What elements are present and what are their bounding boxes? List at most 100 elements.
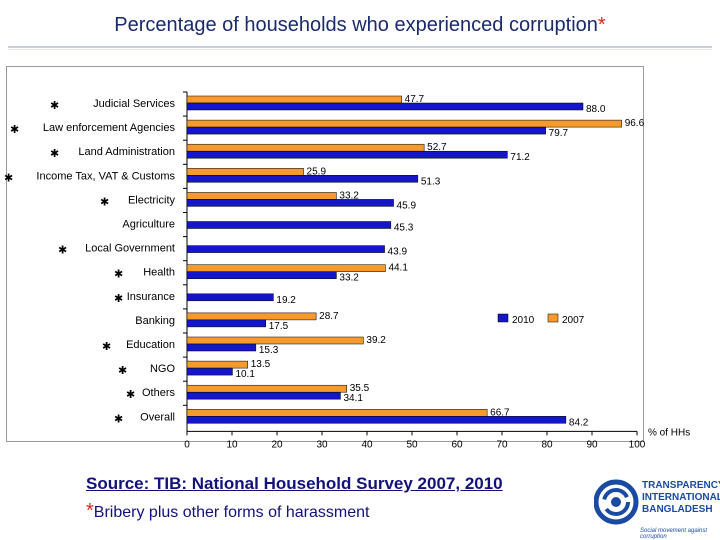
- x-tick-label: 90: [586, 439, 598, 450]
- data-label-2007: 35.5: [350, 383, 370, 394]
- bar-2010: [186, 150, 508, 159]
- bar-2007: [186, 95, 402, 104]
- bar-2010: [186, 391, 341, 400]
- x-tick-label: 100: [629, 439, 646, 450]
- asterisk-marker: ✱: [58, 245, 67, 257]
- title-asterisk: *: [597, 14, 606, 36]
- legend-swatch-2010: [497, 313, 509, 323]
- bar-2007: [186, 312, 317, 321]
- bar-2007: [186, 168, 304, 176]
- ti-logo-tagline: Social movement against corruption: [640, 528, 708, 540]
- category-label: Local Government: [85, 243, 175, 255]
- bar-2010: [186, 175, 419, 183]
- asterisk-marker: ✱: [114, 413, 123, 425]
- x-tick-label: 60: [451, 439, 463, 450]
- category-label: Insurance: [127, 291, 175, 303]
- asterisk-marker: ✱: [114, 293, 123, 305]
- bar-2010: [186, 126, 546, 135]
- x-tick-label: 70: [496, 439, 508, 450]
- data-label-2010: 33.2: [339, 273, 359, 284]
- data-label-2007: 39.2: [366, 335, 386, 346]
- title-divider: [8, 46, 712, 48]
- data-label-2007: 28.7: [319, 311, 339, 322]
- footnote-asterisk: *: [86, 500, 94, 522]
- x-tick-label: 20: [271, 439, 283, 450]
- x-tick-label: 30: [316, 439, 328, 450]
- legend-label-2007: 2007: [562, 315, 585, 326]
- footnote-text: Bribery plus other forms of harassment: [93, 504, 370, 521]
- data-label-2007: 96.6: [625, 118, 645, 129]
- asterisk-marker: ✱: [126, 389, 135, 401]
- bar-2010: [186, 293, 274, 302]
- asterisk-marker: ✱: [10, 124, 19, 136]
- ti-logo-text: TRANSPARENCY INTERNATIONAL BANGLADESH: [642, 480, 720, 516]
- data-label-2010: 88.0: [586, 104, 606, 115]
- bar-2007: [186, 192, 337, 200]
- x-tick-label: 80: [541, 439, 553, 450]
- category-label: Health: [143, 267, 175, 279]
- data-label-2010: 45.3: [394, 223, 414, 234]
- category-label: Overall: [140, 411, 175, 423]
- bar-2010: [186, 221, 392, 229]
- asterisk-marker: ✱: [100, 196, 109, 208]
- asterisk-marker: ✱: [114, 269, 123, 281]
- bar-2010: [186, 245, 385, 253]
- category-label: Banking: [135, 315, 175, 327]
- ti-logo-line3: BANGLADESH: [642, 504, 713, 515]
- category-label: Education: [126, 339, 175, 351]
- ti-logo-line2: INTERNATIONAL: [642, 492, 720, 503]
- category-label: Agriculture: [122, 219, 175, 231]
- data-label-2010: 84.2: [569, 417, 589, 428]
- asterisk-marker: ✱: [50, 100, 59, 112]
- bar-2010: [186, 102, 584, 111]
- bar-2010: [186, 416, 567, 424]
- asterisk-marker: ✱: [102, 341, 111, 353]
- asterisk-marker: ✱: [50, 148, 59, 160]
- legend-swatch-2007: [547, 313, 559, 323]
- bar-2007: [186, 143, 425, 152]
- category-label: Others: [142, 387, 176, 399]
- data-label-2007: 52.7: [427, 142, 447, 153]
- bar-2010: [186, 343, 257, 352]
- x-tick-label: 0: [184, 439, 190, 450]
- x-tick-label: 40: [361, 439, 373, 450]
- title-divider-shadow: [8, 49, 712, 50]
- bar-2007: [186, 409, 488, 417]
- category-label: Judicial Services: [93, 98, 175, 110]
- data-label-2007: 44.1: [388, 263, 408, 274]
- data-label-2010: 51.3: [421, 176, 441, 187]
- data-label-2010: 43.9: [388, 247, 408, 258]
- data-label-2010: 15.3: [259, 345, 279, 356]
- ti-globe-logo-icon: [594, 479, 639, 525]
- data-label-2010: 79.7: [549, 128, 569, 139]
- x-tick-label: 50: [406, 439, 418, 450]
- bar-2007: [186, 384, 347, 393]
- page-title: Percentage of households who experienced…: [0, 14, 720, 37]
- data-label-2007: 66.7: [490, 407, 510, 418]
- data-label-2007: 33.2: [339, 190, 359, 201]
- data-label-2010: 19.2: [276, 295, 296, 306]
- bar-2010: [186, 319, 266, 328]
- x-tick-label: 10: [226, 439, 238, 450]
- ti-logo-line1: TRANSPARENCY: [642, 480, 720, 491]
- category-label: Electricity: [128, 194, 176, 206]
- title-text: Percentage of households who experienced…: [114, 14, 598, 36]
- data-label-2007: 47.7: [405, 94, 425, 105]
- bar-2010: [186, 367, 233, 376]
- bar-2007: [186, 119, 622, 128]
- asterisk-marker: ✱: [118, 365, 127, 377]
- category-label: Law enforcement Agencies: [43, 122, 176, 134]
- source-note: Source: TIB: National Household Survey 2…: [86, 474, 503, 493]
- category-label: Income Tax, VAT & Customs: [36, 170, 175, 182]
- bar-2007: [186, 360, 248, 369]
- data-label-2010: 71.2: [510, 152, 530, 163]
- bar-2010: [186, 271, 337, 279]
- footnote: *Bribery plus other forms of harassment: [86, 500, 369, 523]
- legend-label-2010: 2010: [512, 315, 535, 326]
- data-label-2010: 10.1: [235, 369, 255, 380]
- data-label-2010: 45.9: [397, 200, 417, 211]
- data-label-2010: 17.5: [269, 321, 289, 332]
- data-label-2007: 25.9: [307, 166, 327, 177]
- data-label-2007: 13.5: [251, 359, 271, 370]
